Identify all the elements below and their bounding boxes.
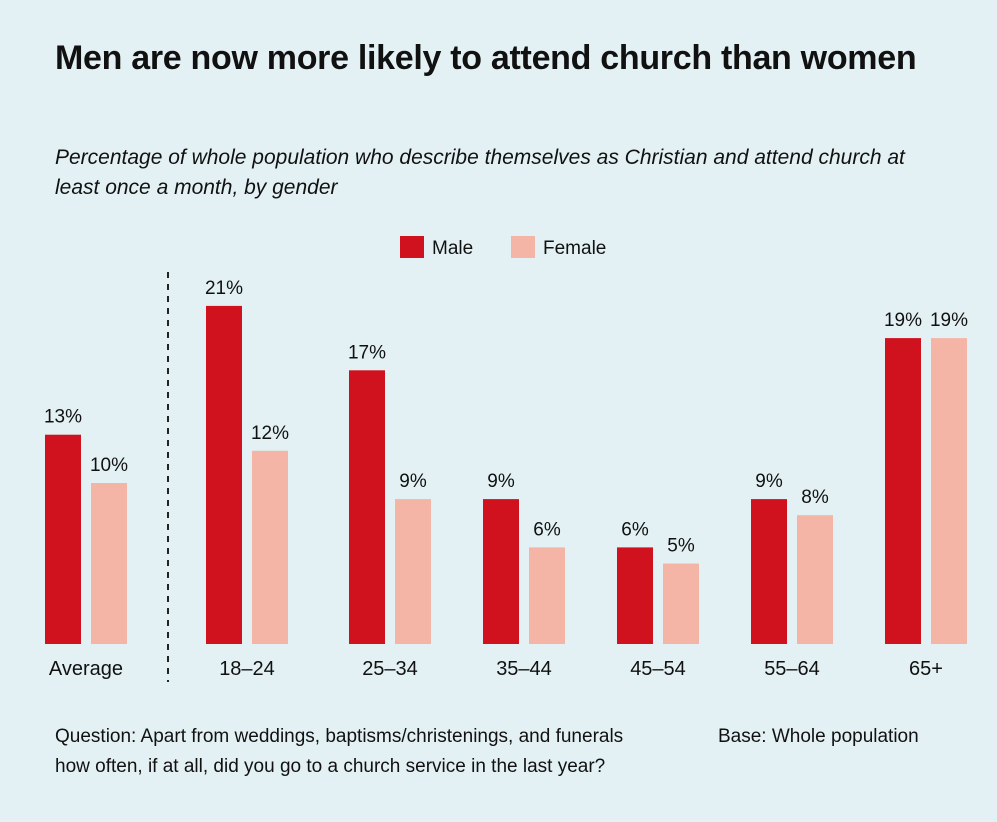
data-label-female-1: 12% bbox=[251, 423, 289, 444]
bar-female-3 bbox=[529, 547, 565, 644]
bar-male-0 bbox=[45, 434, 81, 644]
x-tick-labels-group: Average 18–24 25–34 35–44 45–54 55–64 65+ bbox=[49, 658, 943, 680]
bar-female-4 bbox=[663, 563, 699, 644]
bar-male-6 bbox=[885, 338, 921, 644]
bar-male-4 bbox=[617, 547, 653, 644]
bar-female-1 bbox=[252, 450, 288, 644]
data-label-male-3: 9% bbox=[487, 471, 515, 492]
legend: Male Female bbox=[400, 236, 606, 259]
base-note: Base: Whole population bbox=[718, 726, 919, 747]
legend-swatch-female bbox=[511, 236, 535, 258]
x-tick-label-3: 35–44 bbox=[496, 658, 552, 680]
data-label-female-0: 10% bbox=[90, 455, 128, 476]
legend-swatch-male bbox=[400, 236, 424, 258]
data-label-male-2: 17% bbox=[348, 342, 386, 363]
bar-chart: Male Female 13% 10% 21% 12% 17% 9% 9% 6% 6% 5% 9% 8%… bbox=[44, 236, 968, 682]
x-tick-label-0: Average bbox=[49, 658, 123, 680]
legend-label-male: Male bbox=[432, 238, 473, 259]
data-label-female-5: 8% bbox=[801, 487, 829, 508]
data-label-female-2: 9% bbox=[399, 471, 427, 492]
bar-female-6 bbox=[931, 338, 967, 644]
data-label-male-6: 19% bbox=[884, 310, 922, 331]
x-tick-label-4: 45–54 bbox=[630, 658, 686, 680]
bar-female-0 bbox=[91, 483, 127, 644]
bar-male-1 bbox=[206, 305, 242, 644]
data-label-female-6: 19% bbox=[930, 310, 968, 331]
bar-female-2 bbox=[395, 499, 431, 644]
x-tick-label-1: 18–24 bbox=[219, 658, 275, 680]
data-labels-group: 13% 10% 21% 12% 17% 9% 9% 6% 6% 5% 9% 8% 19% 19% bbox=[44, 278, 968, 557]
question-footnote: Question: Apart from weddings, baptisms/… bbox=[55, 726, 624, 777]
data-label-male-1: 21% bbox=[205, 278, 243, 299]
chart-subtitle: Percentage of whole population who descr… bbox=[55, 146, 905, 199]
bar-female-5 bbox=[797, 515, 833, 644]
data-label-female-3: 6% bbox=[533, 519, 561, 540]
data-label-male-5: 9% bbox=[755, 471, 783, 492]
bar-male-2 bbox=[349, 370, 385, 644]
data-label-female-4: 5% bbox=[667, 536, 695, 557]
bar-male-3 bbox=[483, 499, 519, 644]
bars-group bbox=[45, 305, 967, 644]
chart-title: Men are now more likely to attend church… bbox=[55, 39, 917, 77]
x-tick-label-5: 55–64 bbox=[764, 658, 820, 680]
bar-male-5 bbox=[751, 499, 787, 644]
x-tick-label-6: 65+ bbox=[909, 658, 943, 680]
data-label-male-4: 6% bbox=[621, 519, 649, 540]
legend-label-female: Female bbox=[543, 238, 606, 259]
data-label-male-0: 13% bbox=[44, 407, 82, 428]
x-tick-label-2: 25–34 bbox=[362, 658, 418, 680]
